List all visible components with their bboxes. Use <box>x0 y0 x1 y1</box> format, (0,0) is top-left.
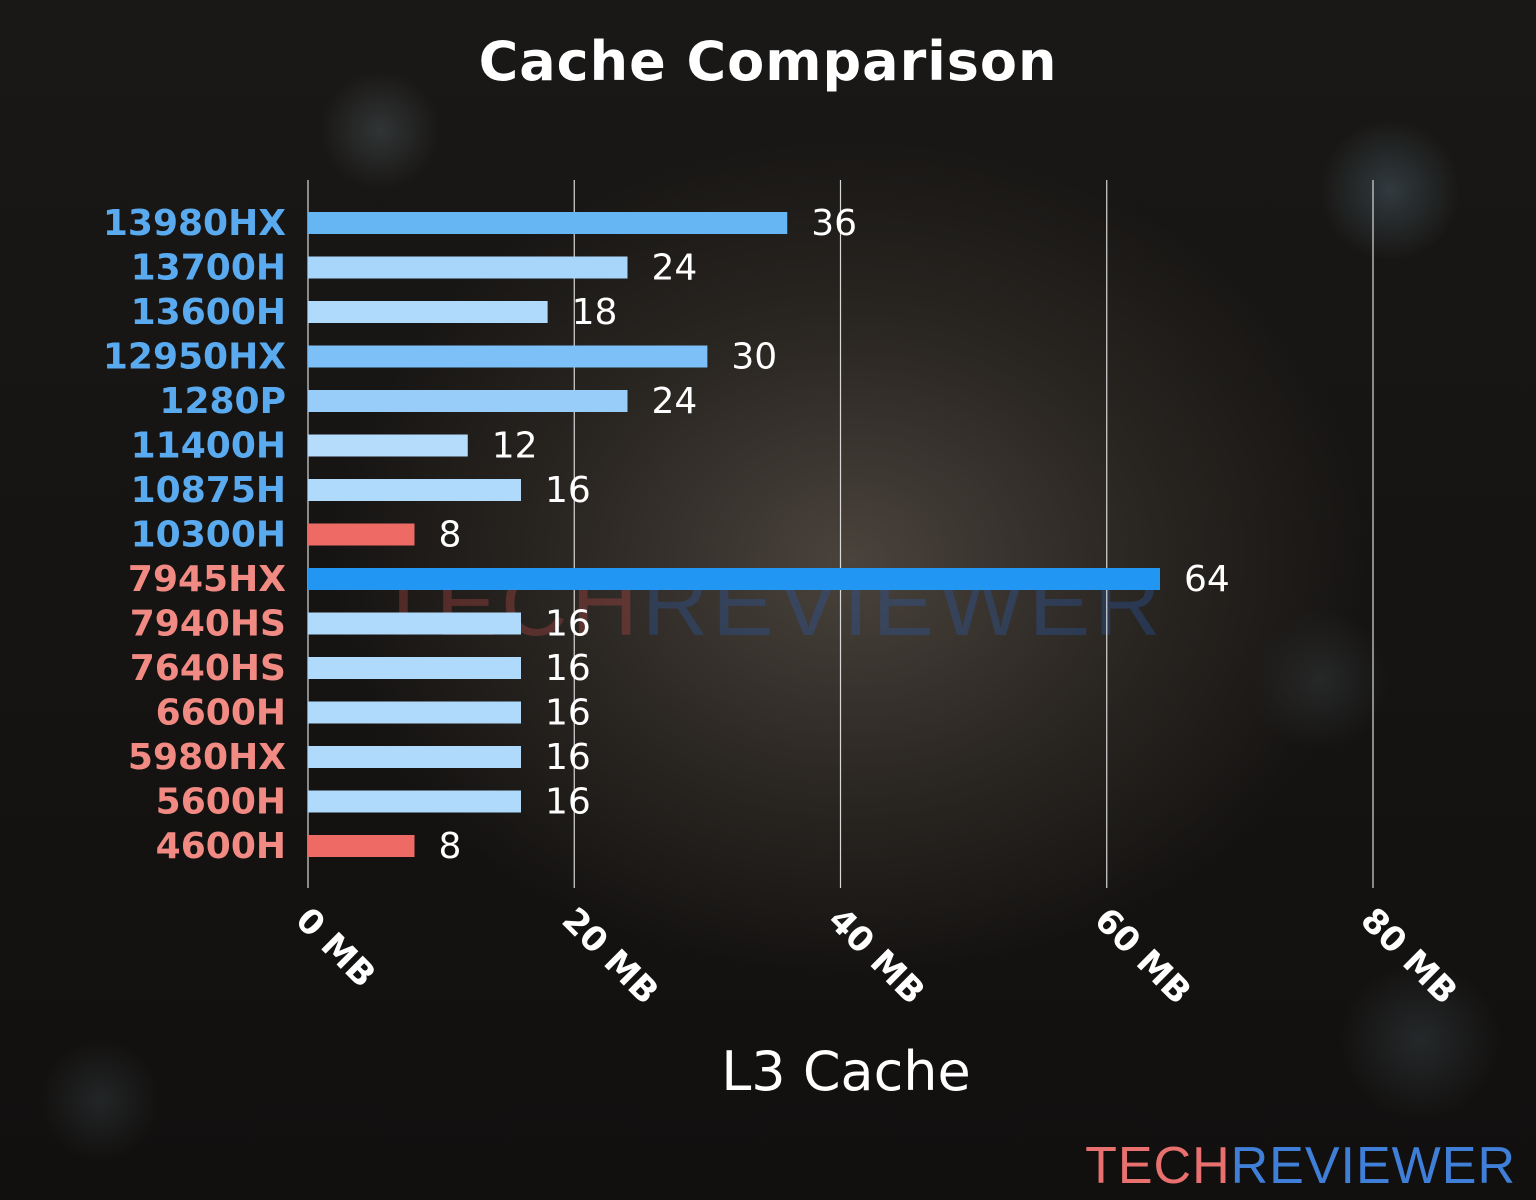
category-label: 13980HX <box>103 203 286 244</box>
x-tick-label: 20 MB <box>554 900 666 1012</box>
value-label: 16 <box>545 604 591 645</box>
bar <box>308 345 708 368</box>
x-tick-label: 80 MB <box>1353 900 1465 1012</box>
grid-lines <box>307 180 1374 888</box>
value-label: 8 <box>439 515 462 556</box>
value-label: 16 <box>545 470 591 511</box>
bar <box>308 701 521 724</box>
bar <box>308 568 1160 590</box>
value-label: 16 <box>545 737 591 778</box>
value-label: 8 <box>439 826 462 867</box>
category-label: 10300H <box>131 515 286 556</box>
value-label: 30 <box>731 337 777 378</box>
x-axis-label: L3 Cache <box>721 1040 971 1103</box>
category-label: 12950HX <box>103 337 286 378</box>
category-labels: 13980HX13700H13600H12950HX1280P11400H108… <box>103 203 286 867</box>
bars <box>308 212 1160 857</box>
bar <box>308 790 521 813</box>
category-label: 11400H <box>131 426 286 467</box>
x-tick-label: 0 MB <box>288 900 384 996</box>
bar <box>308 434 468 457</box>
value-label: 12 <box>492 426 538 467</box>
category-label: 5600H <box>156 782 286 823</box>
bar <box>308 301 548 323</box>
value-label: 16 <box>545 648 591 689</box>
x-tick-label: 40 MB <box>820 900 932 1012</box>
bar <box>308 657 521 679</box>
bar <box>308 390 628 412</box>
category-label: 7940HS <box>130 604 286 645</box>
bar <box>308 479 521 501</box>
bar <box>308 212 788 234</box>
category-label: 10875H <box>131 470 286 511</box>
x-tick-labels: 0 MB 20 MB 40 MB 60 MB 80 MB <box>288 900 1465 1012</box>
bar <box>308 523 415 546</box>
bar <box>308 256 628 279</box>
brand-logo: TECHREVIEWER <box>1085 1137 1516 1195</box>
value-label: 18 <box>572 292 618 333</box>
category-label: 13600H <box>131 292 286 333</box>
value-label: 16 <box>545 693 591 734</box>
x-tick-label: 60 MB <box>1086 900 1198 1012</box>
value-label: 36 <box>811 203 857 244</box>
bar <box>308 612 521 635</box>
category-label: 5980HX <box>128 737 286 778</box>
value-label: 24 <box>652 248 698 289</box>
category-label: 4600H <box>156 826 286 867</box>
value-label: 16 <box>545 782 591 823</box>
category-label: 7945HX <box>128 559 286 600</box>
category-label: 1280P <box>159 381 286 422</box>
bar <box>308 835 415 857</box>
value-label: 64 <box>1184 559 1230 600</box>
chart-title: Cache Comparison <box>478 30 1058 93</box>
value-label: 24 <box>652 381 698 422</box>
bar <box>308 746 521 768</box>
category-label: 13700H <box>131 248 286 289</box>
category-label: 6600H <box>156 693 286 734</box>
category-label: 7640HS <box>130 648 286 689</box>
